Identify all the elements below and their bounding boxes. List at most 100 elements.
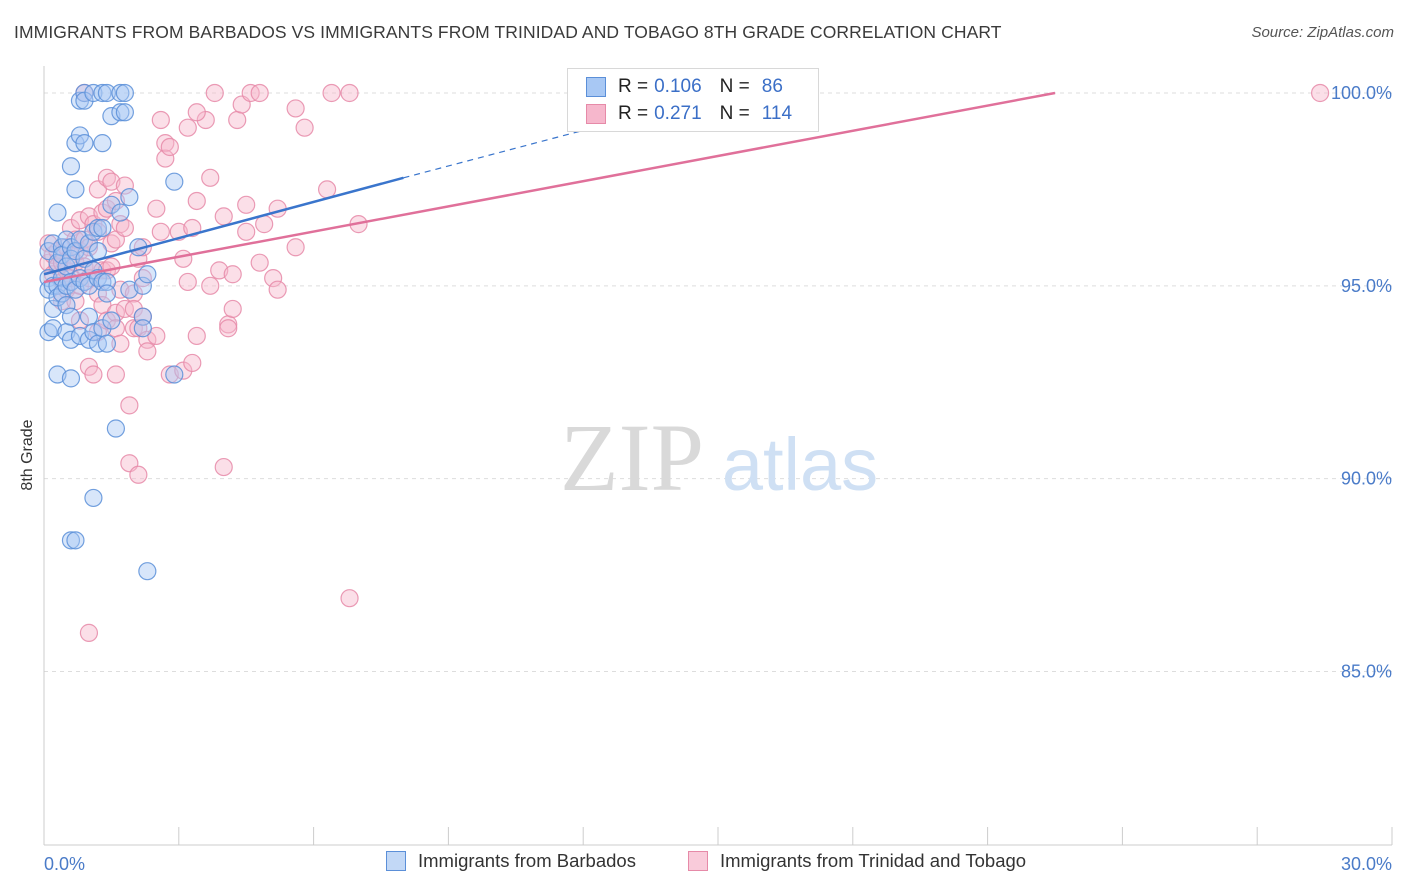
data-point-trinidad	[237, 195, 256, 214]
trend-line-barbados	[43, 176, 404, 276]
data-point-barbados	[93, 83, 112, 103]
data-point-trinidad	[102, 257, 121, 276]
data-point-trinidad	[115, 218, 134, 238]
data-point-trinidad	[102, 172, 121, 191]
data-point-trinidad	[187, 326, 206, 346]
series-trinidad-points	[39, 83, 1330, 642]
data-point-trinidad	[295, 118, 314, 137]
data-point-trinidad	[317, 180, 337, 199]
data-point-barbados	[138, 265, 157, 284]
y-tick-label: 100.0%	[1331, 83, 1392, 103]
data-point-barbados	[48, 203, 67, 222]
data-point-trinidad	[250, 83, 269, 103]
data-point-trinidad	[237, 222, 256, 241]
x-tick-label: 0.0%	[44, 854, 85, 874]
data-point-trinidad	[111, 334, 130, 353]
data-point-trinidad	[286, 99, 305, 118]
data-point-trinidad	[151, 222, 170, 241]
data-point-barbados	[61, 531, 81, 550]
data-point-trinidad	[264, 269, 283, 288]
data-point-trinidad	[187, 103, 206, 122]
axes	[43, 66, 1393, 846]
data-point-trinidad	[70, 311, 90, 330]
data-point-trinidad	[268, 199, 287, 218]
n-label: N =	[719, 76, 750, 97]
legend-swatch-trinidad	[688, 851, 708, 871]
data-point-barbados	[61, 157, 81, 176]
data-point-barbados	[93, 134, 112, 153]
data-point-trinidad	[138, 342, 157, 361]
stats-legend: R = 0.106 N = 86 R = 0.271 N = 114	[567, 68, 819, 132]
data-point-trinidad	[223, 265, 242, 284]
legend-item-trinidad[interactable]: Immigrants from Trinidad and Tobago	[688, 850, 1026, 872]
data-point-trinidad	[255, 215, 274, 234]
data-point-barbados	[70, 230, 90, 249]
data-point-barbados	[165, 365, 184, 384]
data-point-trinidad	[151, 110, 170, 130]
data-point-barbados	[115, 83, 134, 103]
data-point-barbados	[165, 172, 184, 191]
data-point-trinidad	[214, 457, 233, 477]
data-point-trinidad	[160, 365, 179, 384]
legend-item-barbados[interactable]: Immigrants from Barbados	[386, 850, 636, 872]
legend-label-barbados: Immigrants from Barbados	[418, 850, 636, 871]
series-legend: Immigrants from Barbados Immigrants from…	[0, 850, 1406, 878]
trend-line-trinidad	[43, 91, 1056, 284]
y-tick-label: 95.0%	[1341, 276, 1392, 296]
data-point-barbados	[88, 218, 108, 238]
data-point-trinidad	[147, 326, 166, 346]
data-point-trinidad	[219, 319, 238, 338]
legend-swatch-barbados	[386, 851, 406, 871]
y-tick-label: 85.0%	[1341, 661, 1392, 681]
data-point-trinidad	[115, 176, 134, 195]
data-point-trinidad	[322, 83, 341, 103]
data-point-trinidad	[210, 261, 229, 280]
chart-title: IMMIGRANTS FROM BARBADOS VS IMMIGRANTS F…	[14, 22, 1002, 42]
data-point-barbados	[133, 276, 152, 295]
r-label: R =	[618, 103, 649, 124]
data-point-barbados	[84, 488, 103, 508]
data-point-trinidad	[228, 110, 247, 130]
stats-legend-row-trinidad: R = 0.271 N = 114	[586, 101, 792, 127]
data-point-trinidad	[120, 396, 139, 415]
r-value: 0.106	[654, 76, 702, 97]
data-point-barbados	[106, 419, 125, 438]
data-point-barbados	[97, 83, 117, 103]
data-point-barbados	[75, 134, 94, 153]
data-point-barbados	[66, 180, 85, 199]
data-point-barbados	[102, 107, 121, 126]
trend-lines	[43, 91, 1056, 284]
watermark: ZIP atlas	[560, 404, 878, 511]
n-label: N =	[719, 103, 750, 124]
data-point-trinidad	[268, 280, 287, 299]
data-point-trinidad	[286, 238, 305, 257]
data-point-barbados	[93, 218, 112, 238]
data-point-barbados	[48, 365, 67, 384]
data-point-trinidad	[79, 623, 99, 642]
data-point-barbados	[43, 319, 63, 338]
data-point-trinidad	[201, 276, 220, 295]
data-point-trinidad	[70, 211, 90, 230]
data-point-trinidad	[250, 253, 269, 272]
r-value: 0.271	[654, 103, 702, 124]
data-point-trinidad	[129, 465, 148, 484]
data-point-trinidad	[1311, 83, 1330, 103]
data-point-trinidad	[178, 272, 197, 292]
data-point-trinidad	[147, 199, 166, 218]
data-point-barbados	[97, 334, 117, 353]
data-point-barbados	[61, 307, 81, 326]
watermark-zip: ZIP	[560, 404, 704, 511]
data-point-trinidad	[174, 249, 193, 268]
data-point-barbados	[70, 326, 90, 346]
legend-label-trinidad: Immigrants from Trinidad and Tobago	[720, 850, 1027, 871]
data-point-barbados	[57, 295, 76, 315]
data-point-barbados	[61, 369, 81, 388]
data-point-barbados	[84, 322, 103, 342]
data-point-trinidad	[214, 207, 233, 226]
data-point-trinidad	[156, 149, 175, 168]
stats-legend-row-barbados: R = 0.106 N = 86	[586, 74, 783, 100]
data-point-trinidad	[160, 137, 179, 157]
data-point-trinidad	[201, 168, 220, 187]
data-point-barbados	[111, 83, 130, 103]
